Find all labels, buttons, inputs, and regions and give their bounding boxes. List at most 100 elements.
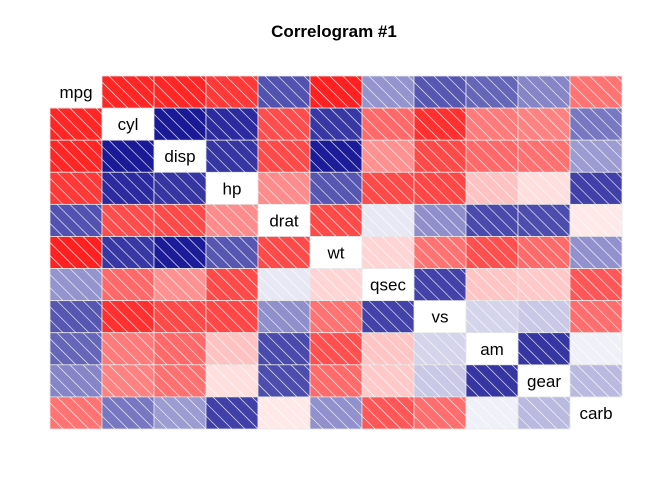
cell-cyl-vs	[413, 107, 467, 141]
hatch-disp-carb	[569, 139, 623, 173]
hatch-gear-hp	[205, 364, 259, 398]
cell-cyl-am	[465, 107, 519, 141]
hatch-cyl-qsec	[361, 107, 415, 141]
hatch-am-disp	[153, 332, 207, 366]
cell-vs-cyl	[101, 300, 155, 334]
variable-label-carb: carb	[579, 404, 612, 423]
hatch-disp-vs	[413, 139, 467, 173]
cell-cyl-gear	[517, 107, 571, 141]
hatch-cyl-carb	[569, 107, 623, 141]
hatch-hp-am	[465, 171, 519, 205]
cell-am-wt	[309, 332, 363, 366]
cell-am-cyl	[101, 332, 155, 366]
hatch-wt-drat	[257, 236, 311, 269]
cell-hp-carb	[569, 171, 623, 205]
hatch-mpg-wt	[309, 75, 363, 109]
variable-labels: mpg cyl disp hp drat wt qsec vs am gear carb	[59, 83, 612, 423]
cell-gear-mpg	[49, 364, 103, 398]
cell-disp-cyl	[101, 139, 155, 173]
hatch-wt-cyl	[101, 236, 155, 269]
hatch-lines	[49, 75, 623, 430]
hatch-drat-vs	[413, 204, 467, 237]
hatch-qsec-wt	[309, 268, 363, 301]
hatch-drat-hp	[205, 204, 259, 237]
hatch-carb-am	[465, 396, 519, 430]
cell-vs-qsec	[361, 300, 415, 334]
hatch-mpg-hp	[205, 75, 259, 109]
cell-mpg-disp	[153, 75, 207, 109]
hatch-drat-qsec	[361, 204, 415, 237]
cell-gear-wt	[309, 364, 363, 398]
hatch-disp-wt	[309, 139, 363, 173]
hatch-disp-hp	[205, 139, 259, 173]
hatch-am-vs	[413, 332, 467, 366]
cell-qsec-disp	[153, 268, 207, 302]
hatch-carb-cyl	[101, 396, 155, 430]
cell-hp-mpg	[49, 171, 103, 205]
hatch-cyl-drat	[257, 107, 311, 141]
cell-wt-qsec	[361, 236, 415, 269]
cell-cyl-qsec	[361, 107, 415, 141]
cell-gear-vs	[413, 364, 467, 398]
hatch-carb-hp	[205, 396, 259, 430]
hatch-vs-qsec	[361, 300, 415, 334]
cell-disp-qsec	[361, 139, 415, 173]
cell-drat-hp	[205, 203, 259, 237]
hatch-gear-mpg	[49, 364, 103, 398]
variable-label-mpg: mpg	[59, 83, 92, 102]
hatch-gear-carb	[569, 364, 623, 398]
cell-mpg-cyl	[101, 75, 155, 109]
cell-cyl-disp	[153, 107, 207, 141]
hatch-am-wt	[309, 332, 363, 366]
cell-qsec-am	[465, 268, 519, 302]
hatch-qsec-vs	[413, 268, 467, 301]
hatch-carb-vs	[413, 396, 467, 430]
hatch-hp-wt	[309, 171, 363, 205]
cell-carb-mpg	[49, 396, 103, 430]
hatch-gear-vs	[413, 364, 467, 398]
variable-label-cyl: cyl	[118, 115, 139, 134]
hatch-hp-mpg	[49, 171, 103, 205]
cell-qsec-drat	[257, 268, 311, 302]
cell-drat-am	[465, 203, 519, 237]
cell-gear-disp	[153, 364, 207, 398]
hatch-drat-am	[465, 204, 519, 237]
hatch-qsec-mpg	[49, 268, 103, 301]
hatch-qsec-hp	[205, 268, 259, 301]
cell-gear-hp	[205, 364, 259, 398]
hatch-vs-mpg	[49, 300, 103, 334]
cell-carb-qsec	[361, 396, 415, 430]
hatch-am-cyl	[101, 332, 155, 366]
hatch-cyl-gear	[517, 107, 571, 141]
hatch-disp-cyl	[101, 139, 155, 173]
hatch-carb-disp	[153, 396, 207, 430]
hatch-vs-disp	[153, 300, 207, 334]
hatch-am-gear	[517, 332, 571, 366]
cell-wt-carb	[569, 236, 623, 269]
cell-am-drat	[257, 332, 311, 366]
hatch-qsec-carb	[569, 268, 623, 301]
hatch-mpg-disp	[153, 75, 207, 109]
hatch-am-carb	[569, 332, 623, 366]
cell-am-vs	[413, 332, 467, 366]
hatch-disp-gear	[517, 139, 571, 173]
hatch-gear-drat	[257, 364, 311, 398]
hatch-hp-carb	[569, 171, 623, 205]
variable-label-gear: gear	[527, 372, 561, 391]
hatch-cyl-vs	[413, 107, 467, 141]
hatch-qsec-disp	[153, 268, 207, 301]
cell-hp-am	[465, 171, 519, 205]
cell-mpg-hp	[205, 75, 259, 109]
hatch-hp-cyl	[101, 171, 155, 205]
cell-vs-carb	[569, 300, 623, 334]
hatch-am-qsec	[361, 332, 415, 366]
cell-hp-gear	[517, 171, 571, 205]
hatch-wt-qsec	[361, 236, 415, 269]
cell-mpg-am	[465, 75, 519, 109]
cell-mpg-gear	[517, 75, 571, 109]
hatch-wt-disp	[153, 236, 207, 269]
hatch-drat-mpg	[49, 204, 103, 237]
variable-label-am: am	[480, 340, 504, 359]
cell-disp-drat	[257, 139, 311, 173]
hatch-vs-gear	[517, 300, 571, 334]
